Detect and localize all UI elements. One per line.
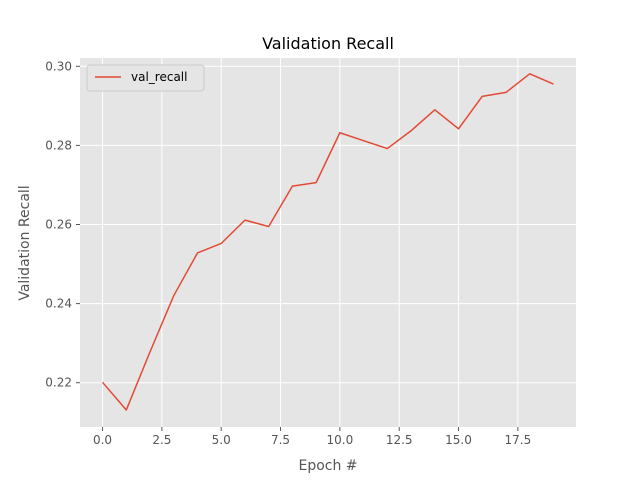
y-tick-label: 0.30: [45, 59, 72, 73]
x-tick-label: 12.5: [386, 433, 413, 447]
data-point: [102, 382, 104, 384]
data-point: [387, 148, 389, 150]
legend-label-val-recall: val_recall: [131, 70, 187, 84]
plot-area: [80, 58, 576, 427]
data-point: [553, 83, 555, 85]
chart-title: Validation Recall: [262, 34, 394, 53]
data-point: [458, 128, 460, 130]
data-point: [149, 351, 151, 353]
x-tick-label: 2.5: [152, 433, 171, 447]
x-axis-label: Epoch #: [298, 458, 357, 474]
data-point: [434, 109, 436, 111]
data-point: [268, 226, 270, 228]
data-point: [529, 73, 531, 75]
data-point: [292, 185, 294, 187]
legend-box: [86, 64, 205, 92]
data-point: [505, 92, 507, 94]
y-tick-label: 0.28: [45, 138, 72, 152]
data-point: [125, 409, 127, 411]
y-tick-label: 0.24: [45, 297, 72, 311]
data-point: [244, 219, 246, 221]
data-point: [173, 295, 175, 297]
data-point: [220, 243, 222, 245]
data-point: [363, 140, 365, 142]
x-tick-label: 10.0: [327, 433, 354, 447]
x-tick-label: 17.5: [504, 433, 531, 447]
data-point: [315, 182, 317, 184]
x-tick-label: 7.5: [271, 433, 290, 447]
tick-layer: 0.0 2.5 5.0 7.5 10.0 12.5 15.0 17.5 0.22 0.24 0.26…: [45, 59, 531, 447]
data-point: [410, 130, 412, 132]
data-point: [339, 132, 341, 134]
series-line-val-recall: [101, 73, 554, 411]
x-tick-label: 15.0: [445, 433, 472, 447]
x-tick-label: 0.0: [93, 433, 112, 447]
x-tick-label: 5.0: [212, 433, 231, 447]
y-tick-label: 0.22: [45, 376, 72, 390]
y-axis-label: Validation Recall: [17, 185, 33, 300]
data-point: [197, 252, 199, 254]
data-point: [481, 96, 483, 98]
series-layer: [101, 73, 555, 411]
legend: val_recall: [86, 64, 205, 92]
y-tick-label: 0.26: [45, 218, 72, 232]
